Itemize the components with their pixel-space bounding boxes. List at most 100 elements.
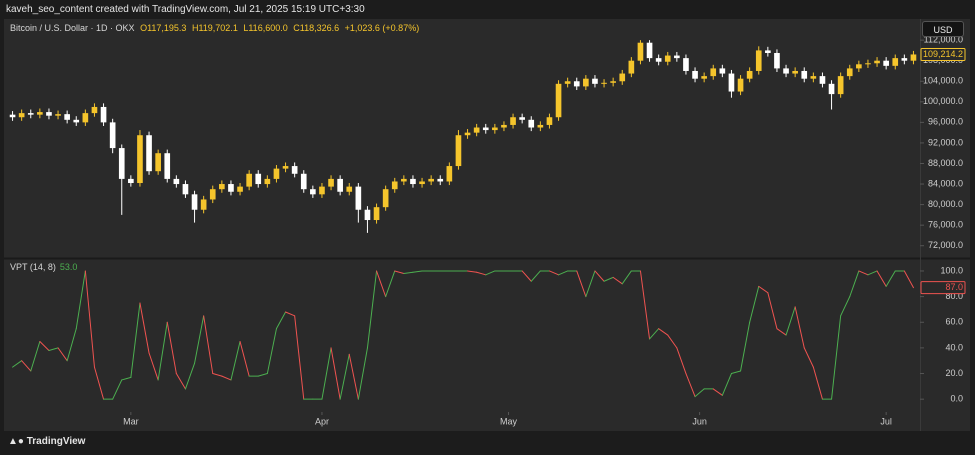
last-value-label-box bbox=[920, 281, 966, 295]
indicator-segment bbox=[30, 340, 41, 372]
indicator-segment bbox=[467, 270, 478, 273]
candle-body bbox=[273, 168, 280, 179]
indicator-segment bbox=[558, 270, 569, 276]
candle-body bbox=[391, 181, 398, 190]
indicator-segment bbox=[266, 328, 277, 375]
candle-body bbox=[683, 58, 689, 71]
ohlc-change: +1,023.6 (+0.87%) bbox=[344, 23, 420, 33]
candle-body bbox=[555, 83, 562, 118]
candle-body bbox=[865, 63, 871, 65]
indicator-segment bbox=[485, 270, 496, 276]
candle-body bbox=[719, 68, 726, 74]
indicator-segment bbox=[348, 353, 359, 400]
indicator-segment bbox=[357, 347, 368, 400]
candle-body bbox=[437, 178, 444, 182]
candle-body bbox=[464, 132, 471, 136]
indicator-segment bbox=[867, 270, 878, 276]
candle-body bbox=[874, 60, 880, 64]
candle-body bbox=[856, 64, 862, 69]
candle-body bbox=[337, 178, 343, 192]
indicator-segment bbox=[885, 270, 896, 287]
candle-body bbox=[109, 122, 116, 149]
x-tick-label: May bbox=[500, 416, 518, 426]
indicator-segment bbox=[521, 270, 532, 282]
candle-body bbox=[801, 70, 808, 79]
candle-body bbox=[200, 199, 207, 210]
indicator-segment bbox=[112, 379, 123, 400]
indicator-segment bbox=[730, 370, 742, 375]
indicator-segment bbox=[849, 270, 860, 298]
indicator-segment bbox=[412, 270, 423, 273]
candle-body bbox=[237, 186, 243, 192]
y-tick-label: 60.0 bbox=[945, 317, 963, 327]
price-legend: Bitcoin / U.S. Dollar · 1D · OKX O117,19… bbox=[10, 23, 422, 33]
indicator-segment bbox=[712, 388, 723, 396]
indicator-segment bbox=[803, 347, 814, 368]
candle-body bbox=[473, 127, 480, 133]
candle-body bbox=[191, 194, 198, 210]
indicator-segment bbox=[667, 334, 678, 349]
candle-body bbox=[901, 58, 908, 61]
candle-body bbox=[564, 81, 571, 84]
candle-body bbox=[291, 166, 298, 174]
y-tick-label: 72,000.0 bbox=[928, 240, 963, 250]
y-tick-label: 104,000.0 bbox=[923, 76, 963, 86]
indicator-segment bbox=[403, 271, 414, 275]
indicator-segment bbox=[139, 302, 150, 354]
candle-body bbox=[91, 106, 98, 114]
candle-body bbox=[18, 113, 25, 118]
candle-body bbox=[73, 119, 80, 123]
indicator-segment bbox=[212, 373, 223, 377]
candle-body bbox=[246, 173, 252, 187]
candle-body bbox=[300, 173, 307, 190]
x-tick-label: Mar bbox=[123, 416, 139, 426]
y-tick-label: 112,000.0 bbox=[924, 35, 963, 45]
candle-body bbox=[664, 55, 671, 62]
indicator-segment bbox=[48, 347, 59, 351]
indicator-segment bbox=[785, 306, 796, 336]
ohlc-open: O117,195.3 bbox=[140, 23, 187, 33]
indicator-segment bbox=[166, 321, 177, 375]
candle-body bbox=[510, 117, 516, 125]
candle-body bbox=[410, 178, 416, 185]
candle-body bbox=[583, 78, 589, 87]
indicator-segment bbox=[831, 315, 842, 400]
indicator-segment bbox=[585, 270, 596, 298]
indicator-segment bbox=[639, 270, 651, 340]
indicator-segment bbox=[221, 375, 232, 381]
candle-body bbox=[455, 135, 462, 167]
candle-body bbox=[155, 153, 161, 172]
candle-body bbox=[501, 124, 507, 128]
last-price-label-box bbox=[920, 47, 966, 61]
indicator-segment bbox=[603, 276, 614, 282]
candle-body bbox=[892, 58, 899, 66]
y-tick-label: 20.0 bbox=[945, 368, 963, 378]
last-value-label: 87.0 bbox=[945, 282, 963, 292]
indicator-segment bbox=[175, 373, 186, 390]
indicator-segment bbox=[203, 315, 214, 375]
indicator-segment bbox=[385, 270, 396, 298]
candle-body bbox=[264, 178, 271, 185]
indicator-segment bbox=[148, 352, 159, 381]
candle-body bbox=[619, 73, 626, 82]
indicator-segment bbox=[294, 315, 305, 400]
currency-button[interactable]: USD bbox=[922, 21, 964, 37]
indicator-segment bbox=[84, 270, 95, 368]
indicator-title: VPT (14, 8) bbox=[10, 262, 56, 272]
y-tick-label: 0.0 bbox=[950, 394, 963, 404]
candle-body bbox=[82, 113, 89, 123]
indicator-segment bbox=[184, 362, 196, 390]
candle-body bbox=[674, 55, 680, 59]
indicator-segment bbox=[685, 373, 696, 398]
candle-body bbox=[446, 166, 453, 182]
candle-body bbox=[428, 178, 434, 182]
indicator-segment bbox=[321, 347, 332, 400]
candle-body bbox=[810, 76, 817, 79]
indicator-segment bbox=[649, 328, 660, 340]
y-tick-label: 100,000.0 bbox=[923, 96, 963, 106]
indicator-segment bbox=[121, 376, 132, 381]
x-tick-label: Jul bbox=[880, 416, 892, 426]
indicator-segment bbox=[339, 353, 350, 400]
